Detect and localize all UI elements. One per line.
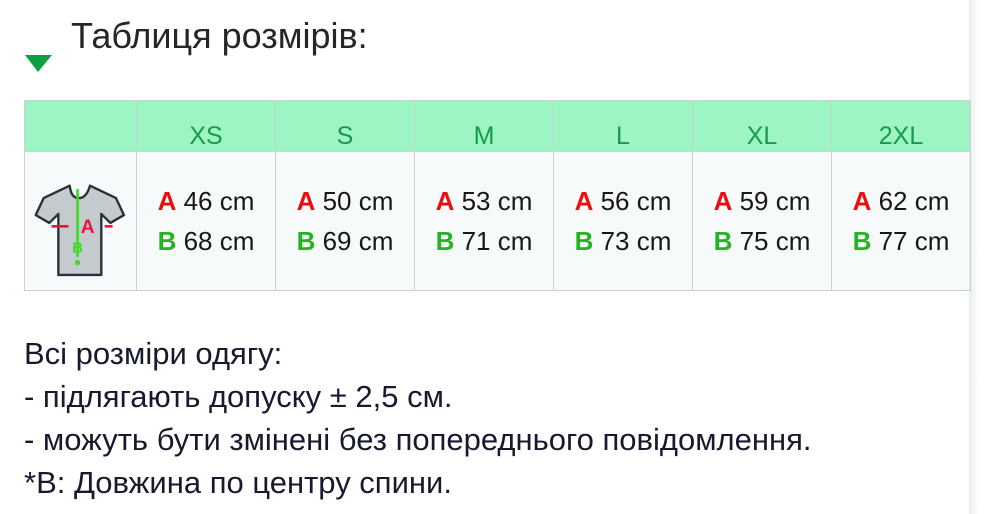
svg-text:B: B — [72, 240, 83, 256]
svg-text:A: A — [81, 217, 95, 238]
